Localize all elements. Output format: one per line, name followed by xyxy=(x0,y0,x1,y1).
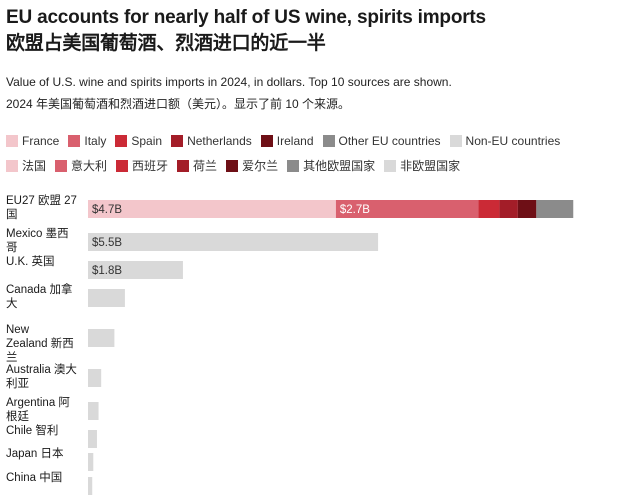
row-label-line: Argentina 阿 xyxy=(6,396,70,409)
legend-swatch-non_eu xyxy=(384,160,397,172)
legend-item-other_eu-zh: 其他欧盟国家 xyxy=(287,159,375,173)
row-label-line: 根廷 xyxy=(6,409,29,423)
chart-title-en: EU accounts for nearly half of US wine, … xyxy=(6,7,486,28)
data-label: $4.7B xyxy=(92,204,122,216)
bar-segment-italy xyxy=(335,200,479,218)
legend-label-other_eu: 其他欧盟国家 xyxy=(303,159,376,173)
row-label-line: Australia 澳大 xyxy=(6,362,77,376)
legend-item-non_eu-zh: 非欧盟国家 xyxy=(384,159,460,173)
row-label-line: China 中国 xyxy=(6,471,62,484)
legend-item-italy-zh: 意大利 xyxy=(55,159,107,173)
bar-chart: EU27 欧盟 27 国 $4.7B $2.7B Mexico 墨西哥 $5.5B U.K.… xyxy=(6,194,574,495)
legend-swatch-spain xyxy=(116,160,129,172)
bar-segment-non_eu xyxy=(88,261,183,279)
legend-swatch-ireland xyxy=(260,135,273,147)
legend-item-france-zh: 法国 xyxy=(6,159,46,173)
legend-en: France Italy Spain Netherlands Ireland Other … xyxy=(6,134,569,148)
legend-swatch-other_eu xyxy=(287,160,300,172)
bar-segment-non_eu xyxy=(88,477,93,495)
legend-label-other_eu: Other EU countries xyxy=(338,134,441,148)
row-label-line: Chile 智利 xyxy=(6,423,58,437)
legend-item-ireland-en: Ireland xyxy=(260,134,314,148)
bar-segment-non_eu xyxy=(88,329,115,347)
legend-label-ireland: 爱尔兰 xyxy=(242,159,279,173)
row-label: EU27 欧盟 27 国 xyxy=(6,194,77,221)
legend-swatch-non_eu xyxy=(449,135,462,147)
legend-swatch-france xyxy=(6,135,18,147)
legend-swatch-france xyxy=(6,160,18,172)
row-label-line: New xyxy=(6,324,30,336)
legend-label-netherlands: 荷兰 xyxy=(193,159,218,173)
row-label-line: 兰 xyxy=(6,351,18,364)
legend-item-non_eu-en: Non-EU countries xyxy=(449,134,561,148)
data-label: $1.8B xyxy=(92,265,122,277)
bar-segment-spain xyxy=(478,200,500,218)
bar-segment-other_eu xyxy=(536,200,574,218)
legend-label-spain: 西班牙 xyxy=(132,159,169,173)
legend-item-france-en: France xyxy=(6,134,59,148)
legend-swatch-other_eu xyxy=(322,135,335,147)
bar-segment-netherlands xyxy=(499,200,518,218)
row-label: Japan 日本 xyxy=(6,446,64,460)
legend-item-other_eu-en: Other EU countries xyxy=(322,134,441,148)
legend-zh: 法国 意大利 西班牙 荷兰 爱尔兰 其他欧盟国家 非欧盟国家 xyxy=(6,159,469,173)
legend-label-france: 法国 xyxy=(22,159,47,173)
legend-label-non_eu: Non-EU countries xyxy=(465,134,561,148)
row-label: Argentina 阿根廷 xyxy=(6,396,70,423)
legend-label-italy: 意大利 xyxy=(71,159,108,173)
row-label: China 中国 xyxy=(6,471,62,484)
legend-item-spain-zh: 西班牙 xyxy=(116,159,168,173)
chart-title-zh: 欧盟占美国葡萄酒、烈酒进口的近一半 xyxy=(6,33,326,54)
row-label: Australia 澳大利亚 xyxy=(6,362,77,390)
chart-subtitle-zh: 2024 年美国葡萄酒和烈酒进口额（美元）。显示了前 10 个来源。 xyxy=(6,97,351,111)
row-label-line: U.K. 英国 xyxy=(6,254,55,268)
row-label-line: Canada 加拿 xyxy=(6,282,73,296)
row-label: U.K. 英国 xyxy=(6,254,55,268)
row-label-line: 哥 xyxy=(6,241,18,254)
row-label-line: 利亚 xyxy=(6,377,29,390)
data-label: $2.7B xyxy=(340,204,370,216)
row-label: Canada 加拿大 xyxy=(6,282,73,310)
row-label: Mexico 墨西哥 xyxy=(6,227,69,254)
row-label: New Zealand 新西兰 xyxy=(6,324,74,364)
legend-swatch-netherlands xyxy=(171,135,184,147)
chart-subtitle-en: Value of U.S. wine and spirits imports i… xyxy=(6,75,452,89)
row-label-line: 国 xyxy=(6,208,18,221)
legend-item-italy-en: Italy xyxy=(68,134,106,148)
row-label-line: Mexico 墨西 xyxy=(6,227,69,240)
legend-swatch-ireland xyxy=(226,160,239,172)
row-label-line: Japan 日本 xyxy=(6,446,64,460)
bar-segment-non_eu xyxy=(88,369,102,387)
legend-label-italy: Italy xyxy=(84,134,107,148)
bar-segment-non_eu xyxy=(88,430,97,448)
legend-swatch-italy xyxy=(68,135,81,147)
legend-item-spain-en: Spain xyxy=(115,134,162,148)
row-label-line: Zealand 新西 xyxy=(6,336,74,350)
legend-label-netherlands: Netherlands xyxy=(187,134,252,148)
bar-segment-non_eu xyxy=(88,233,379,251)
legend-label-non_eu: 非欧盟国家 xyxy=(400,159,461,173)
bar-segment-france xyxy=(88,200,336,218)
legend-swatch-italy xyxy=(55,160,68,172)
row-label-line: EU27 欧盟 27 xyxy=(6,194,77,207)
legend-label-france: France xyxy=(22,134,60,148)
legend-label-ireland: Ireland xyxy=(276,134,314,148)
legend-item-netherlands-en: Netherlands xyxy=(171,134,252,148)
legend-swatch-spain xyxy=(115,135,128,147)
legend-item-netherlands-zh: 荷兰 xyxy=(177,159,217,173)
row-label: Chile 智利 xyxy=(6,423,58,437)
bar-segment-ireland xyxy=(517,200,537,218)
legend-swatch-netherlands xyxy=(177,160,190,172)
bar-segment-non_eu xyxy=(88,402,99,420)
bar-segment-non_eu xyxy=(88,289,125,307)
bar-segment-non_eu xyxy=(88,453,94,471)
legend-item-ireland-zh: 爱尔兰 xyxy=(226,159,278,173)
data-label: $5.5B xyxy=(92,237,122,249)
row-label-line: 大 xyxy=(6,296,18,310)
legend-label-spain: Spain xyxy=(131,134,163,148)
